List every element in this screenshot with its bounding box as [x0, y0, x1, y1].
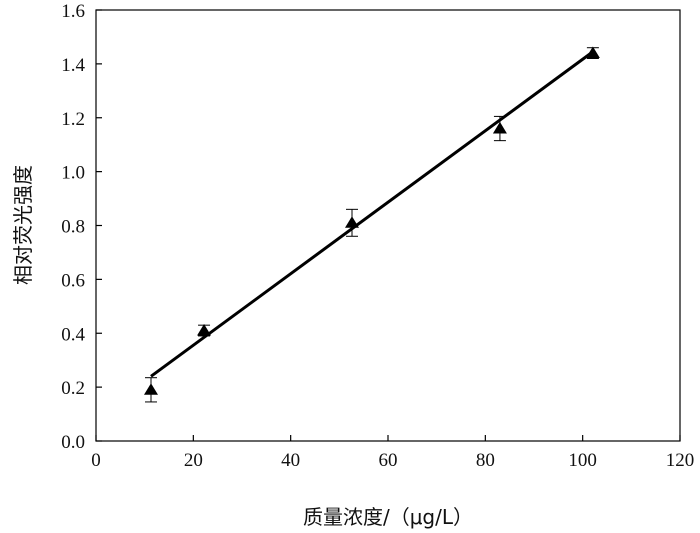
data-point-triangle: [143, 383, 158, 395]
y-tick-label: 1.0: [61, 163, 85, 184]
y-tick-label: 0.2: [61, 378, 85, 399]
y-tick-label: 1.4: [61, 55, 85, 76]
y-tick-label: 0.8: [61, 217, 85, 238]
x-tick-labels: 0 20 40 60 80 100 120: [91, 450, 694, 471]
error-bars: [144, 47, 599, 403]
y-tick-label: 1.6: [61, 1, 85, 22]
x-tick-label: 0: [91, 450, 101, 471]
x-tick-label: 120: [666, 450, 695, 471]
fit-line: [150, 50, 594, 378]
y-tick-label: 1.2: [61, 109, 85, 130]
x-tick-label: 100: [568, 450, 597, 471]
y-tick-label: 0.0: [61, 432, 85, 453]
fit-line-group: [150, 50, 594, 378]
x-tick-label: 20: [184, 450, 203, 471]
x-tick-label: 40: [281, 450, 300, 471]
data-point-triangle: [344, 216, 359, 228]
y-tick-label: 0.4: [61, 324, 85, 345]
y-tick-labels: 0.0 0.2 0.4 0.6 0.8 1.0 1.2 1.4 1.6: [61, 1, 85, 453]
y-tick-label: 0.6: [61, 270, 85, 291]
x-tick-label: 80: [476, 450, 495, 471]
x-axis-title: 质量浓度/（μg/L）: [303, 505, 473, 529]
x-tick-label: 60: [379, 450, 398, 471]
data-point-triangle: [492, 121, 507, 134]
axis-ticks: [95, 9, 681, 442]
data-point-triangle: [585, 46, 600, 59]
data-points: [143, 46, 600, 395]
plot-area-frame: [95, 9, 681, 442]
y-axis-title: 相对荧光强度: [11, 165, 35, 285]
data-point-triangle: [197, 323, 212, 336]
